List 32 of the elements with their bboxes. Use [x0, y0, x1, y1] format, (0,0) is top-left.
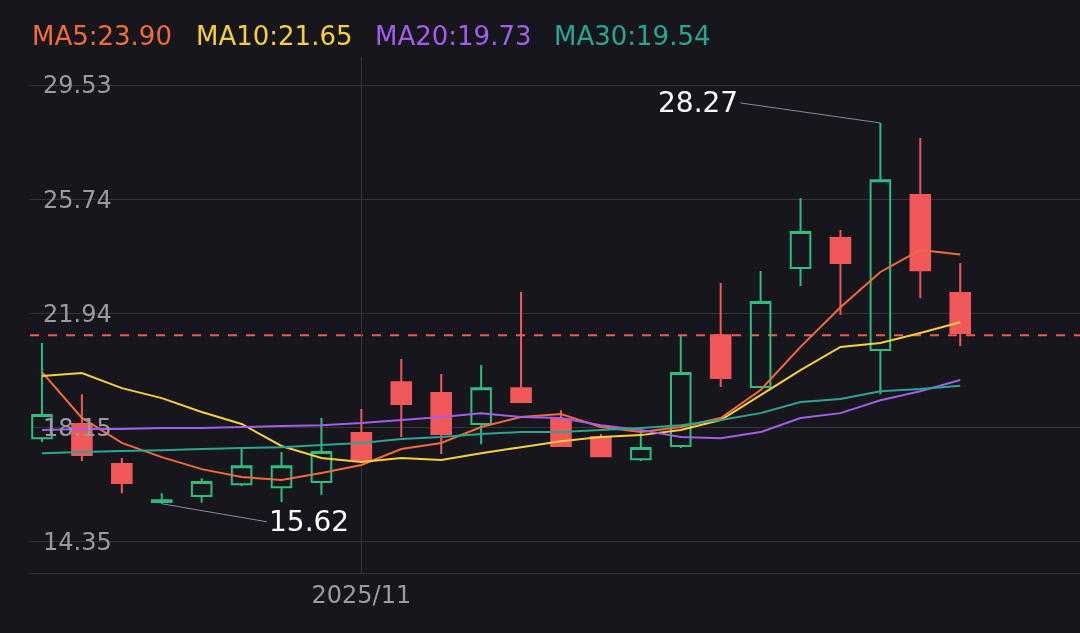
candlestick	[470, 363, 492, 446]
annotation: 28.27	[658, 86, 739, 119]
y-tick-label: 14.35	[43, 528, 112, 557]
y-tick-label: 29.53	[43, 71, 112, 100]
candlestick	[869, 121, 892, 396]
text: MA10:21.65	[196, 21, 353, 51]
y-tick-label: 18.15	[43, 413, 112, 442]
x-tick-label: 2025/11	[311, 580, 412, 609]
text: MA20:19.73	[375, 21, 532, 51]
text: MA30:19.54	[554, 21, 711, 51]
y-tick-label: 21.94	[43, 299, 112, 328]
candlestick	[749, 270, 772, 388]
candlestick	[430, 373, 452, 456]
candlestick	[390, 357, 413, 438]
candlestick	[150, 492, 173, 505]
line-series	[40, 248, 962, 481]
candlestick	[829, 229, 852, 316]
candlestick	[111, 457, 133, 495]
candlestick	[909, 136, 932, 300]
line-series	[40, 379, 962, 440]
candlestick	[230, 447, 253, 487]
candlestick	[190, 477, 213, 504]
y-tick-label: 25.74	[43, 185, 112, 214]
candlestick	[789, 196, 812, 288]
candlestick	[669, 335, 692, 450]
line-series	[40, 321, 962, 463]
line-series	[40, 384, 962, 455]
candlestick	[270, 450, 293, 503]
text: MA5:23.90	[32, 21, 172, 51]
candlestick	[310, 416, 333, 497]
annotation: 15.62	[269, 505, 350, 538]
candlestick	[630, 432, 652, 463]
